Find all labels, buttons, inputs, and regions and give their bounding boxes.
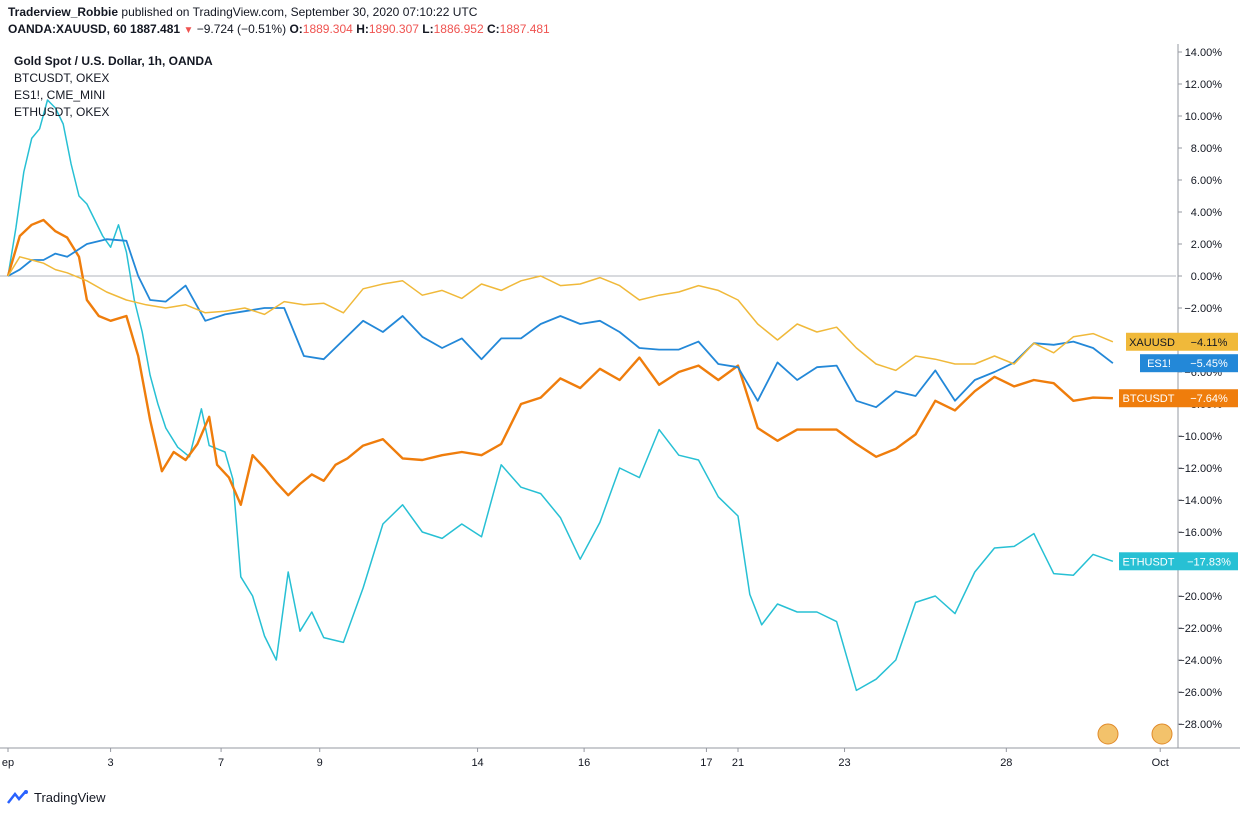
us-flag-icon[interactable] [1097,723,1119,745]
series-tag-label: XAUUSD [1129,337,1175,349]
y-tick-label: 2.00% [1191,239,1222,251]
y-tick-label: −10.00% [1178,431,1222,443]
open-label: O: [289,22,303,36]
price-change: −9.724 (−0.51%) [196,22,287,36]
last-price: 1887.481 [130,22,181,36]
series-line-btcusdt[interactable] [6,218,1113,506]
open-value: 1889.304 [302,22,353,36]
x-tick-label: Oct [1152,757,1169,769]
y-tick-label: 6.00% [1191,175,1222,187]
grid [0,44,1240,749]
y-tick-label: 14.00% [1185,47,1223,59]
series-value-label: −4.11% [1191,337,1228,349]
author-name[interactable]: Traderview_Robbie [8,5,119,19]
series-tag-btcusdt [1119,389,1178,408]
close-label: C: [487,22,500,36]
legend: Gold Spot / U.S. Dollar, 1h, OANDA BTCUS… [14,53,213,121]
close-value: 1887.481 [499,22,550,36]
x-tick-label: 9 [317,757,323,769]
x-tick-label: 23 [838,757,850,769]
y-tick-label: 10.00% [1185,111,1223,123]
symbol-label: OANDA:XAUUSD, 60 [8,22,127,36]
legend-item-btcusdt[interactable]: BTCUSDT, OKEX [14,71,110,85]
publish-header: Traderview_Robbie published on TradingVi… [8,4,477,21]
y-tick-label: 0.00% [1191,271,1222,283]
high-label: H: [356,22,369,36]
low-value: 1886.952 [433,22,484,36]
series-line-es1[interactable] [7,238,1114,409]
x-tick-label: ep [2,757,14,769]
y-tick-label: −26.00% [1178,687,1222,699]
series-lines [6,99,1114,692]
x-tick-label: 21 [732,757,744,769]
y-tick-label: −20.00% [1178,591,1222,603]
x-tick-label: 7 [218,757,224,769]
publish-info: published on TradingView.com, September … [121,5,478,19]
series-tag-xauusd [1126,332,1178,351]
series-value-label: −7.64% [1190,393,1228,405]
y-tick-label: −14.00% [1178,495,1222,507]
series-value-tag [1178,552,1238,571]
price-axis[interactable]: 14.00% 12.00% 10.00% 8.00% 6.00% 4.00% 2.00% 0.… [1178,47,1222,731]
x-tick-label: 3 [108,757,114,769]
x-tick-label: 17 [700,757,712,769]
y-tick-label: 12.00% [1185,79,1223,91]
series-tag-label: ES1! [1147,358,1171,370]
series-value-label: −5.45% [1190,358,1228,370]
y-tick-label: −12.00% [1178,463,1222,475]
series-value-tag [1178,332,1238,351]
series-value-label: −17.83% [1187,556,1231,568]
y-tick-label: 8.00% [1191,143,1222,155]
series-tags: XAUUSD −4.11% ES1! −5.45% BTCUSDT −7.64% ETHUS… [1119,332,1238,571]
series-line-ethusdt[interactable] [7,99,1114,692]
series-tag-label: BTCUSDT [1123,393,1175,405]
series-tag-label: ETHUSDT [1123,556,1175,568]
high-value: 1890.307 [368,22,419,36]
low-label: L: [422,22,434,36]
main-series-label[interactable]: Gold Spot / U.S. Dollar, 1h, OANDA [14,54,213,68]
y-tick-label: −22.00% [1178,623,1222,635]
x-tick-label: 16 [578,757,590,769]
y-tick-label: 4.00% [1191,207,1222,219]
series-value-tag [1178,389,1238,408]
legend-item-es1[interactable]: ES1!, CME_MINI [14,88,106,102]
us-flag-icon[interactable] [1151,723,1173,745]
tradingview-logo-icon [6,789,30,805]
footer[interactable]: TradingView [6,789,106,805]
y-tick-label: −16.00% [1178,527,1222,539]
economic-events[interactable] [1097,723,1173,745]
series-tag-es1 [1140,354,1178,373]
time-axis[interactable]: ep 3 7 9 14 16 17 21 23 28 Oct [2,748,1169,769]
series-line-xauusd[interactable] [7,256,1114,372]
series-tag-ethusdt [1119,552,1178,571]
y-tick-label: −24.00% [1178,655,1222,667]
chart[interactable]: 14.00% 12.00% 10.00% 8.00% 6.00% 4.00% 2.00% 0.… [0,44,1240,777]
ohlc-bar: OANDA:XAUUSD, 60 1887.481 ▼ −9.724 (−0.5… [8,21,550,39]
series-value-tag [1178,354,1238,373]
down-arrow-icon: ▼ [183,25,194,36]
y-tick-label: −2.00% [1184,303,1222,315]
tradingview-brand: TradingView [34,789,106,805]
x-tick-label: 28 [1000,757,1012,769]
legend-item-ethusdt[interactable]: ETHUSDT, OKEX [14,105,110,119]
x-tick-label: 14 [471,757,483,769]
y-tick-label: −28.00% [1178,719,1222,731]
